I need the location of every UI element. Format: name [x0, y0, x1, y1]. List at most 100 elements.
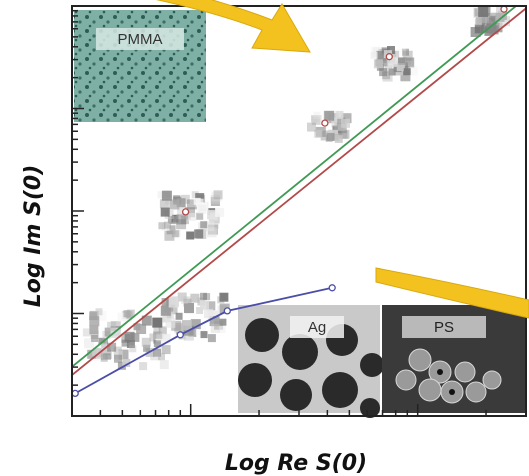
heatmap-cell	[204, 309, 213, 319]
heatmap-cell	[195, 324, 206, 335]
heatmap-cell	[158, 326, 167, 335]
heatmap-cell	[481, 25, 489, 33]
heatmap-cell	[136, 324, 147, 334]
heatmap-cell	[166, 225, 176, 235]
heatmap-cell	[89, 312, 97, 321]
heatmap-cell	[176, 214, 187, 225]
pmma-inset: PMMA	[74, 10, 206, 122]
heatmap-cell	[200, 331, 208, 339]
heatmap-cell	[204, 221, 215, 232]
heatmap-cell	[197, 204, 207, 214]
heatmap-cell	[404, 57, 415, 68]
heatmap-cell	[402, 48, 409, 56]
heatmap-cell	[181, 296, 189, 304]
heatmap-cell	[87, 349, 97, 359]
heatmap-cell	[173, 216, 181, 224]
heatmap-cell	[195, 193, 205, 203]
heatmap-cell	[158, 222, 166, 230]
series-point-2	[176, 331, 184, 339]
heatmap-cell	[187, 213, 196, 221]
heatmap-cell	[408, 66, 418, 76]
heatmap-cell	[89, 316, 100, 327]
heatmap-cell	[474, 9, 482, 17]
heatmap-cell	[98, 337, 106, 345]
heatmap-cell	[200, 300, 209, 310]
heatmap-cell	[95, 308, 103, 316]
heatmap-cell	[101, 349, 111, 360]
density-heatmap	[82, 6, 510, 371]
series-layer	[72, 6, 526, 398]
heatmap-cell	[206, 301, 216, 311]
heatmap-cell	[307, 122, 316, 132]
heatmap-cell	[195, 198, 204, 207]
heatmap-cell	[387, 56, 398, 67]
heatmap-cell	[107, 342, 117, 352]
heatmap-cell	[392, 50, 400, 58]
heatmap-cell	[130, 332, 140, 342]
pmma-inset-label: PMMA	[118, 31, 163, 48]
heatmap-cell	[186, 199, 197, 210]
axis-ticks	[71, 5, 527, 417]
heatmap-cell	[403, 68, 411, 76]
heatmap-cell	[121, 339, 129, 347]
series-line-0	[72, 6, 518, 368]
heatmap-cell	[159, 360, 169, 370]
heatmap-cell	[161, 333, 171, 343]
heatmap-cell	[160, 207, 170, 217]
heatmap-cell	[400, 71, 411, 82]
heatmap-cell	[382, 71, 393, 82]
heatmap-cell	[210, 212, 219, 221]
heatmap-cell	[156, 333, 165, 342]
series-point-3	[500, 6, 508, 13]
heatmap-cell	[176, 198, 186, 208]
heatmap-cell	[384, 65, 393, 74]
heatmap-cell	[185, 207, 195, 218]
series-point-2	[223, 307, 231, 315]
heatmap-cell	[153, 327, 161, 335]
heatmap-cell	[107, 321, 117, 331]
heatmap-cell	[206, 227, 217, 238]
heatmap-cell	[169, 199, 180, 210]
heatmap-cell	[373, 59, 383, 69]
ag-inset: Ag	[238, 305, 384, 418]
ps-inset: PS	[382, 305, 526, 413]
heatmap-cell	[89, 310, 99, 320]
heatmap-cell	[496, 6, 503, 13]
heatmap-cell	[474, 18, 482, 26]
x-axis-label: Log Re S(0)	[225, 451, 367, 476]
heatmap-cell	[388, 68, 396, 76]
heatmap-cell	[486, 23, 497, 34]
heatmap-cell	[210, 194, 220, 204]
top-arrow-shape	[156, 0, 311, 53]
heatmap-cell	[114, 354, 122, 363]
heatmap-cell	[334, 134, 343, 143]
heatmap-cell	[171, 320, 182, 331]
heatmap-cell	[141, 337, 151, 347]
heatmap-cell	[168, 297, 179, 308]
heatmap-cell	[110, 327, 121, 338]
heatmap-cell	[190, 319, 201, 330]
heatmap-cell	[379, 68, 388, 77]
heatmap-cell	[82, 328, 91, 337]
heatmap-cell	[341, 118, 350, 128]
series-line-2	[74, 286, 333, 395]
heatmap-cell	[208, 218, 219, 229]
heatmap-cell	[160, 305, 171, 316]
heatmap-cell	[171, 216, 178, 223]
series-point-3	[385, 53, 393, 61]
series-point-2	[328, 284, 336, 292]
heatmap-cell	[153, 340, 161, 348]
bottom-arrow-shape	[375, 267, 529, 319]
series-line-1	[72, 7, 526, 376]
heatmap-cell	[340, 129, 350, 139]
heatmap-cell	[218, 326, 226, 333]
heatmap-cell	[143, 344, 151, 352]
heatmap-cell	[190, 293, 200, 303]
heatmap-cell	[89, 325, 99, 335]
heatmap-cell	[91, 335, 99, 342]
heatmap-cell	[208, 224, 218, 235]
heatmap-cell	[125, 311, 133, 319]
heatmap-cell	[176, 219, 187, 230]
heatmap-cell	[126, 340, 135, 348]
